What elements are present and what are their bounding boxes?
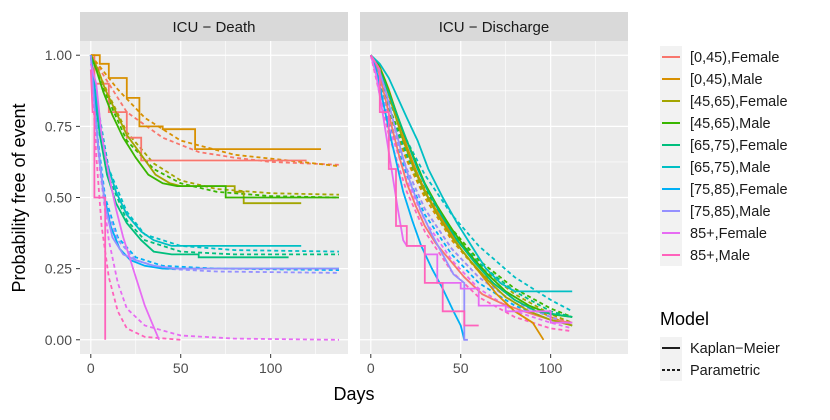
panel-strip-discharge — [360, 12, 628, 41]
parametric-line-death — [89, 54, 340, 199]
legend-label: [65,75),Male — [690, 160, 771, 176]
legend-key-background — [660, 359, 682, 381]
legend-label: [75,85),Female — [690, 182, 788, 198]
parametric-line-death — [90, 54, 340, 168]
y-tick-label: 0.00 — [45, 332, 72, 348]
kaplan-meier-line-death — [89, 54, 339, 199]
y-axis-label: Probability free of event — [9, 103, 29, 292]
parametric-line-death — [90, 54, 340, 166]
panel-icu-discharge: ICU − Discharge — [360, 12, 628, 354]
kaplan-meier-line-death — [90, 54, 321, 151]
kaplan-meier-line-death — [90, 54, 307, 162]
legend-model-label: Parametric — [690, 363, 760, 379]
legend-model-title: Model — [660, 309, 709, 329]
x-tick-label: 100 — [259, 360, 283, 376]
panel-icu-death: ICU − Death — [80, 12, 348, 354]
parametric-line-death — [89, 55, 181, 341]
x-axis: 0 50 100 0 50 100 — [87, 354, 563, 376]
legend-label: [75,85),Male — [690, 204, 771, 220]
grid-discharge — [360, 41, 628, 354]
legend-label: [45,65),Female — [690, 94, 788, 110]
y-tick-label: 0.25 — [45, 261, 72, 277]
x-axis-label: Days — [333, 384, 374, 404]
legend-label: [45,65),Male — [690, 116, 771, 132]
y-axis: 0.00 0.25 0.50 0.75 1.00 — [45, 47, 80, 348]
legend: [0,45),Female [0,45),Male [45,65),Female [4… — [660, 46, 788, 266]
series-discharge — [369, 54, 573, 341]
x-tick-label: 100 — [539, 360, 563, 376]
y-tick-label: 0.75 — [45, 118, 72, 134]
legend-label: [0,45),Male — [690, 72, 763, 88]
panel-title-discharge: ICU − Discharge — [439, 19, 549, 36]
legend-model: Kaplan−Meier Parametric — [660, 337, 780, 381]
panel-title-death: ICU − Death — [173, 19, 256, 36]
x-tick-label: 0 — [367, 360, 375, 376]
legend-label: [0,45),Female — [690, 50, 779, 66]
y-tick-label: 1.00 — [45, 47, 72, 63]
kaplan-meier-line-death — [89, 55, 289, 259]
legend-label: [65,75),Female — [690, 138, 788, 154]
kaplan-meier-line-discharge — [370, 54, 573, 293]
kaplan-meier-line-death — [89, 55, 339, 270]
kaplan-meier-line-death — [89, 55, 302, 247]
kaplan-meier-line-discharge — [370, 54, 479, 327]
x-tick-label: 0 — [87, 360, 95, 376]
parametric-line-discharge — [369, 54, 573, 330]
kaplan-meier-line-discharge — [370, 54, 573, 318]
legend-label: 85+,Female — [690, 226, 767, 242]
x-tick-label: 50 — [453, 360, 469, 376]
series-death — [89, 54, 340, 341]
kaplan-meier-line-death — [89, 54, 302, 205]
kaplan-meier-line-discharge — [370, 54, 468, 341]
panel-strip-death — [80, 12, 348, 41]
parametric-line-discharge — [369, 54, 573, 327]
y-tick-label: 0.50 — [45, 190, 72, 206]
legend-model-label: Kaplan−Meier — [690, 341, 780, 357]
kaplan-meier-line-death — [89, 69, 107, 340]
x-tick-label: 50 — [173, 360, 189, 376]
legend-label: 85+,Male — [690, 248, 750, 264]
kaplan-meier-line-death — [89, 63, 160, 341]
